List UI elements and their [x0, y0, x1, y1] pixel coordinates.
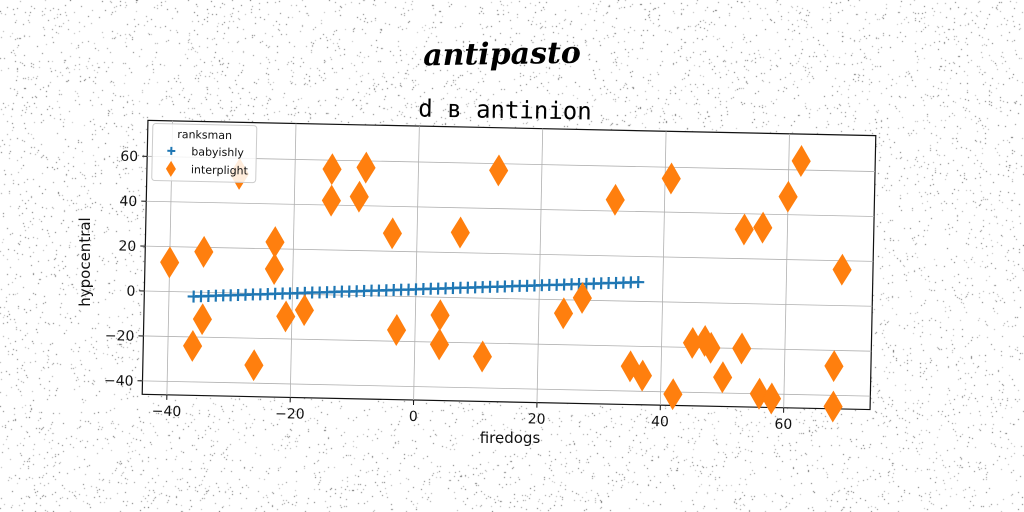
interplight-point — [321, 184, 341, 217]
interplight-point — [791, 145, 811, 177]
legend-entries: babyishly interplight — [165, 145, 249, 178]
x-tick-label: 0 — [409, 409, 418, 425]
interplight-point — [489, 154, 509, 187]
y-tick-label: 20 — [118, 239, 136, 255]
interplight-point — [732, 332, 752, 365]
legend-box — [151, 123, 258, 184]
interplight-point — [620, 350, 640, 383]
interplight-point — [386, 314, 407, 346]
x-tick-label: −40 — [152, 404, 182, 421]
babyishly-point — [632, 276, 645, 289]
interplight-point — [761, 382, 782, 415]
interplight-point — [382, 217, 402, 250]
interplight-point — [472, 340, 492, 373]
legend: ranksman babyishly interplight — [151, 123, 258, 184]
interplight-point — [823, 390, 843, 423]
interplight-point — [661, 162, 681, 195]
chart-title: d в antinion — [418, 94, 592, 125]
interplight-point — [701, 331, 721, 364]
y-tick-label: −40 — [104, 373, 134, 390]
figure-heading: antipasto — [423, 36, 581, 74]
interplight-point — [605, 183, 625, 216]
grid-line-y — [146, 200, 875, 217]
interplight-point — [713, 361, 733, 394]
legend-label-babyishly: babyishly — [191, 145, 244, 159]
y-axis-label: hypocentral — [76, 217, 94, 306]
x-tick-label: 40 — [651, 414, 669, 430]
legend-marker-interplight — [165, 160, 176, 177]
y-tick-label: 40 — [119, 194, 137, 210]
interplight-point — [192, 303, 212, 336]
interplight-point — [632, 359, 653, 392]
interplight-point — [553, 297, 574, 330]
legend-title: ranksman — [177, 128, 232, 142]
interplight-point — [160, 246, 180, 279]
interplight-point — [429, 328, 450, 361]
interplight-point — [349, 180, 369, 213]
interplight-point — [276, 300, 296, 333]
y-tick-label: −20 — [105, 328, 135, 345]
interplight-point — [264, 253, 285, 286]
interplight-point — [824, 350, 844, 383]
interplight-point — [294, 294, 314, 327]
x-axis-label: firedogs — [480, 429, 541, 447]
interplight-point — [194, 235, 214, 268]
grid-line-y — [145, 245, 874, 262]
legend-label-interplight: interplight — [191, 163, 249, 177]
grid-line-y — [147, 155, 876, 172]
interplight-point — [572, 281, 592, 314]
y-tick-label: 60 — [120, 149, 138, 165]
grid-line-y — [142, 380, 871, 397]
x-tick-label: −20 — [275, 406, 305, 423]
interplight-point — [183, 329, 203, 362]
interplight-point — [778, 180, 798, 213]
interplight-point — [356, 151, 376, 184]
x-tick-label: 60 — [774, 417, 792, 433]
grid-line-x — [783, 133, 790, 408]
interplight-point — [450, 216, 470, 249]
x-tick-label: 20 — [528, 411, 546, 427]
grid-line-x — [413, 126, 420, 401]
interplight-point — [322, 153, 342, 186]
plot-area: −40 −20 0 20 40 60 −40 −20 0 20 40 60 ranksman baby… — [104, 119, 877, 433]
grid-line-x — [536, 128, 544, 403]
y-tick-label: 0 — [126, 284, 135, 300]
interplight-point — [749, 377, 769, 410]
interplight-point — [753, 211, 773, 244]
interplight-point — [663, 378, 683, 411]
axis-ticks: −40 −20 0 20 40 60 −40 −20 0 20 40 60 — [104, 149, 793, 433]
legend-marker-babyishly — [167, 146, 176, 155]
interplight-point — [832, 253, 852, 286]
interplight-point — [734, 213, 754, 246]
interplight-point — [244, 349, 264, 382]
grid-line-x — [289, 123, 297, 398]
